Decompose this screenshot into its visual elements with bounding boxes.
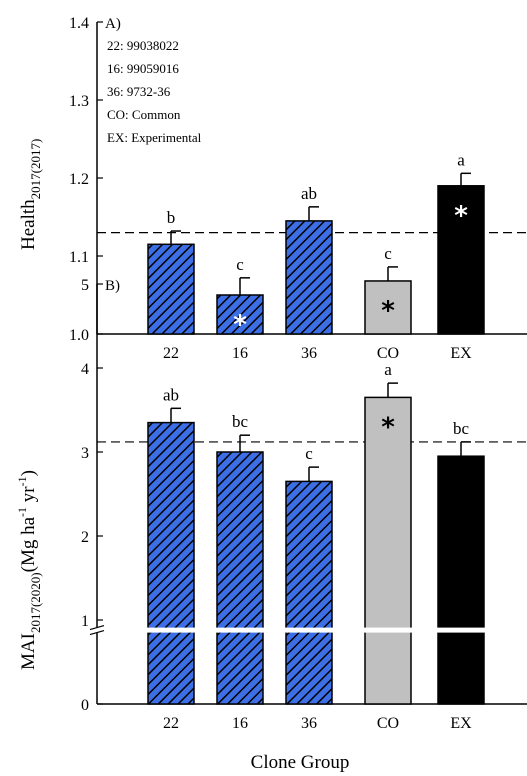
ylabel-end: ) — [18, 470, 39, 476]
bar — [437, 455, 485, 705]
legend-line: 36: 9732-36 — [107, 84, 171, 99]
y-tick-label: 1 — [81, 613, 89, 630]
panel-b-plot: 0 1 2 3 4 5 ab 22 bc 16 c 36 a * CO bc EX — [81, 277, 527, 732]
y-tick-label: 5 — [81, 277, 89, 294]
bar — [364, 396, 412, 705]
category-label: CO — [377, 715, 399, 732]
legend-line: 22: 99038022 — [107, 38, 179, 53]
category-label: EX — [450, 345, 472, 362]
y-tick-label: 3 — [81, 445, 89, 462]
ylabel-sub: 2017(2017) — [28, 139, 43, 200]
axis-break-gap — [91, 627, 103, 633]
category-label: 16 — [232, 715, 248, 732]
bar — [147, 243, 195, 335]
category-label: EX — [450, 715, 472, 732]
bar — [216, 451, 264, 705]
significance-letter: ab — [163, 385, 179, 404]
panel-b-label: B) — [105, 278, 120, 294]
panel-a-label: A) — [105, 16, 121, 32]
category-label: 22 — [163, 715, 179, 732]
bar — [364, 280, 412, 335]
category-label: 22 — [163, 345, 179, 362]
significance-letter: bc — [453, 419, 470, 438]
ylabel-exp1: -1 — [15, 507, 29, 517]
axis-break-mark — [89, 625, 105, 631]
y-tick-label: 0 — [81, 697, 89, 714]
panel-a: A) 22: 99038022 16: 99059016 36: 9732-36… — [18, 15, 527, 362]
significance-letter: a — [384, 360, 392, 379]
ylabel-units: (Mg ha — [18, 516, 39, 572]
ylabel-sub: 2017(2020) — [28, 572, 43, 633]
y-tick-label: 2 — [81, 529, 89, 546]
category-label: 36 — [301, 345, 317, 362]
significance-letter: ab — [301, 184, 317, 203]
category-label: 16 — [232, 345, 248, 362]
bar — [147, 421, 195, 705]
significance-letter: bc — [232, 412, 249, 431]
y-tick-label: 1.2 — [69, 171, 89, 188]
category-label: 36 — [301, 715, 317, 732]
asterisk-marker: * — [233, 310, 247, 340]
bar — [216, 294, 264, 335]
ylabel-main: Health — [18, 199, 39, 250]
asterisk-marker: * — [381, 296, 395, 326]
bar — [285, 480, 333, 705]
panel-b: B) MAI2017(2020)(Mg ha-1 yr-1) 012345ab2… — [15, 277, 527, 732]
ylabel-mid: yr — [18, 486, 39, 507]
bar — [285, 220, 333, 335]
significance-letter: a — [457, 150, 465, 169]
y-tick-label: 4 — [81, 361, 89, 378]
panel-a-plot: 1.0 1.1 1.2 1.3 1.4 b 22 c * 16 ab 36 c * CO a * EX — [69, 15, 527, 362]
significance-letter: b — [167, 208, 176, 227]
y-tick-label: 1.4 — [69, 15, 89, 32]
axis-break-gap — [99, 627, 527, 633]
asterisk-marker: * — [381, 412, 395, 442]
ylabel-main: MAI — [18, 633, 39, 670]
shared-xlabel: Clone Group — [251, 752, 350, 773]
legend-line: 16: 99059016 — [107, 61, 179, 76]
significance-letter: c — [384, 244, 392, 263]
bar — [437, 185, 485, 335]
panel-a-legend: 22: 99038022 16: 99059016 36: 9732-36 CO… — [107, 38, 202, 145]
y-tick-label: 1.3 — [69, 93, 89, 110]
legend-line: EX: Experimental — [107, 130, 202, 145]
panel-a-ylabel: Health2017(2017) — [18, 139, 43, 250]
ylabel-exp2: -1 — [15, 476, 29, 486]
y-tick-label: 1.1 — [69, 249, 89, 266]
asterisk-marker: * — [454, 201, 468, 231]
category-label: CO — [377, 345, 399, 362]
panel-b-ylabel: MAI2017(2020)(Mg ha-1 yr-1) — [15, 470, 43, 670]
legend-line: CO: Common — [107, 107, 181, 122]
significance-letter: c — [305, 444, 313, 463]
significance-letter: c — [236, 255, 244, 274]
axis-break-mark — [89, 630, 105, 636]
y-tick-label: 1.0 — [69, 327, 89, 344]
